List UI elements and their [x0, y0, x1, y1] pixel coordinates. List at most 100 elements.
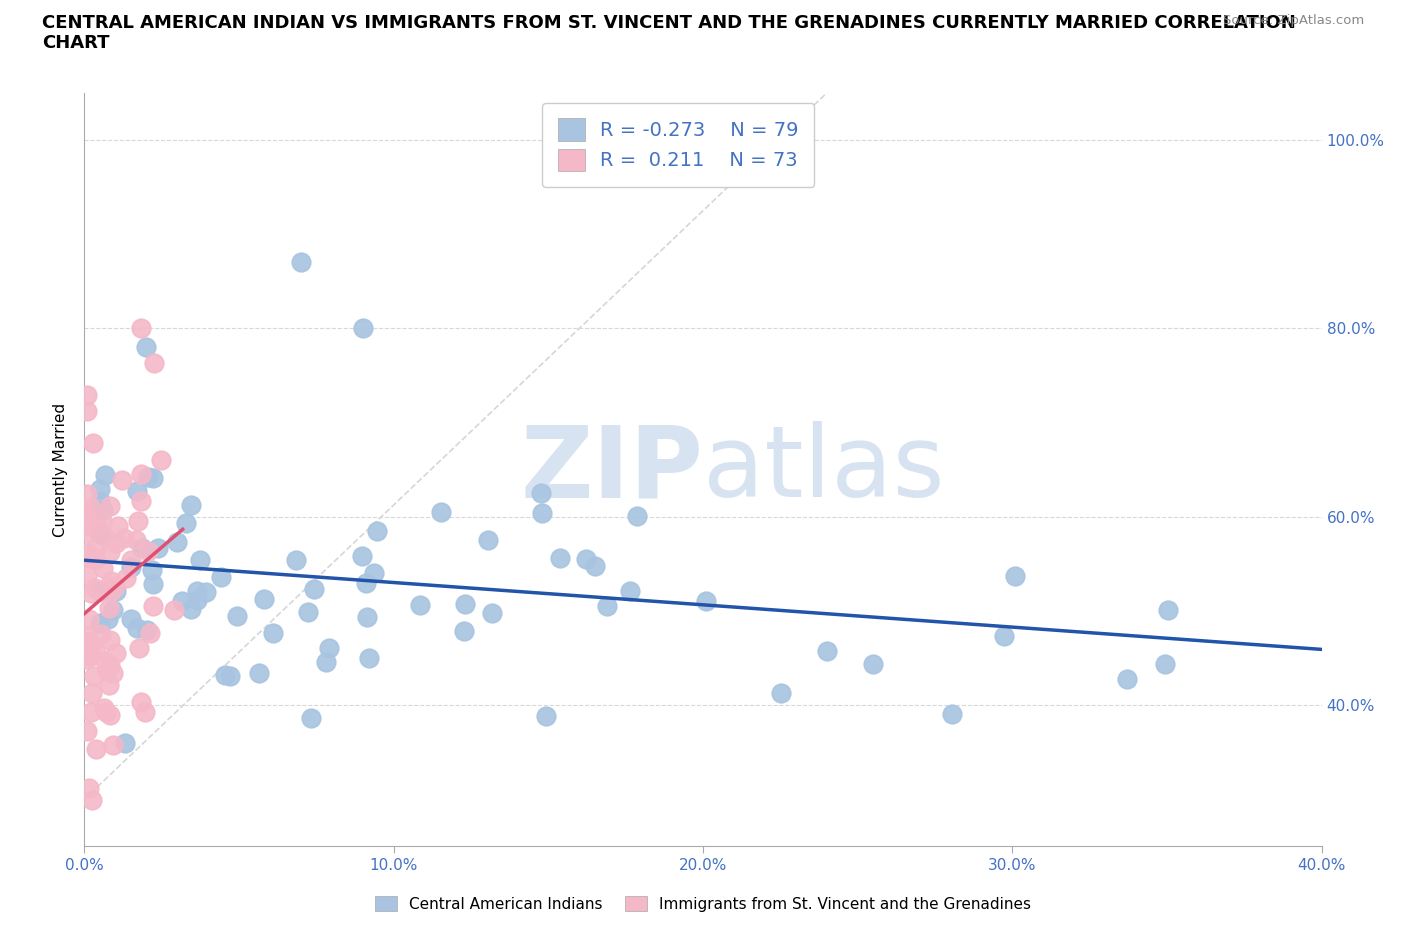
Point — [225, 608, 247, 623]
Point — [76, 388, 98, 403]
Point — [94, 468, 117, 483]
Legend: Central American Indians, Immigrants from St. Vincent and the Grenadines: Central American Indians, Immigrants fro… — [368, 889, 1038, 918]
Point — [76, 567, 98, 582]
Point — [304, 581, 326, 596]
Point — [105, 645, 128, 660]
Point — [354, 576, 377, 591]
Point — [80, 685, 103, 700]
Point — [186, 583, 208, 598]
Point — [1372, 584, 1395, 599]
Point — [125, 484, 148, 498]
Point — [180, 498, 202, 512]
Point — [188, 552, 211, 567]
Point — [142, 598, 165, 613]
Text: Source: ZipAtlas.com: Source: ZipAtlas.com — [1223, 14, 1364, 27]
Point — [100, 574, 122, 589]
Point — [76, 504, 98, 519]
Point — [79, 649, 101, 664]
Point — [115, 571, 138, 586]
Point — [143, 355, 166, 370]
Point — [80, 585, 103, 600]
Point — [86, 519, 108, 534]
Point — [134, 705, 156, 720]
Point — [101, 603, 124, 618]
Point — [79, 501, 101, 516]
Point — [91, 560, 114, 575]
Point — [107, 518, 129, 533]
Point — [1157, 603, 1180, 618]
Point — [93, 528, 115, 543]
Point — [114, 735, 136, 750]
Point — [138, 543, 160, 558]
Point — [83, 551, 105, 566]
Point — [80, 638, 103, 653]
Point — [80, 551, 103, 565]
Point — [141, 563, 163, 578]
Point — [284, 553, 307, 568]
Point — [84, 645, 107, 660]
Point — [89, 526, 111, 541]
Point — [247, 666, 270, 681]
Point — [125, 620, 148, 635]
Point — [96, 663, 118, 678]
Point — [111, 472, 134, 487]
Point — [120, 612, 142, 627]
Point — [129, 321, 152, 336]
Point — [695, 593, 717, 608]
Point — [209, 569, 232, 584]
Text: CENTRAL AMERICAN INDIAN VS IMMIGRANTS FROM ST. VINCENT AND THE GRENADINES CURREN: CENTRAL AMERICAN INDIAN VS IMMIGRANTS FR… — [42, 14, 1296, 32]
Point — [352, 321, 374, 336]
Point — [135, 339, 157, 354]
Point — [131, 541, 153, 556]
Point — [100, 584, 122, 599]
Point — [131, 695, 153, 710]
Point — [80, 705, 103, 720]
Point — [180, 602, 202, 617]
Point — [297, 604, 319, 619]
Point — [1116, 672, 1139, 687]
Point — [100, 632, 122, 647]
Point — [129, 494, 152, 509]
Point — [366, 524, 388, 538]
Point — [409, 598, 432, 613]
Point — [86, 741, 108, 756]
Point — [80, 793, 103, 808]
Point — [430, 505, 453, 520]
Point — [98, 499, 121, 514]
Point — [128, 641, 150, 656]
Point — [596, 599, 619, 614]
Point — [125, 532, 148, 547]
Point — [93, 700, 115, 715]
Point — [103, 737, 125, 752]
Point — [136, 623, 159, 638]
Point — [149, 453, 172, 468]
Point — [142, 577, 165, 591]
Point — [142, 471, 165, 485]
Y-axis label: Currently Married: Currently Married — [53, 403, 69, 537]
Point — [94, 654, 117, 669]
Point — [301, 711, 323, 725]
Point — [941, 706, 963, 721]
Point — [862, 657, 884, 671]
Point — [120, 552, 142, 567]
Point — [89, 494, 111, 509]
Point — [77, 634, 100, 649]
Point — [105, 583, 128, 598]
Point — [76, 652, 98, 667]
Point — [176, 515, 198, 530]
Point — [100, 580, 122, 595]
Point — [626, 509, 648, 524]
Point — [318, 641, 340, 656]
Point — [163, 603, 186, 618]
Point — [89, 584, 111, 599]
Point — [575, 551, 598, 566]
Point — [98, 678, 121, 693]
Point — [195, 585, 218, 600]
Point — [350, 549, 373, 564]
Point — [84, 551, 107, 566]
Point — [136, 470, 159, 485]
Point — [357, 651, 380, 666]
Point — [186, 593, 208, 608]
Point — [619, 584, 641, 599]
Point — [77, 518, 100, 533]
